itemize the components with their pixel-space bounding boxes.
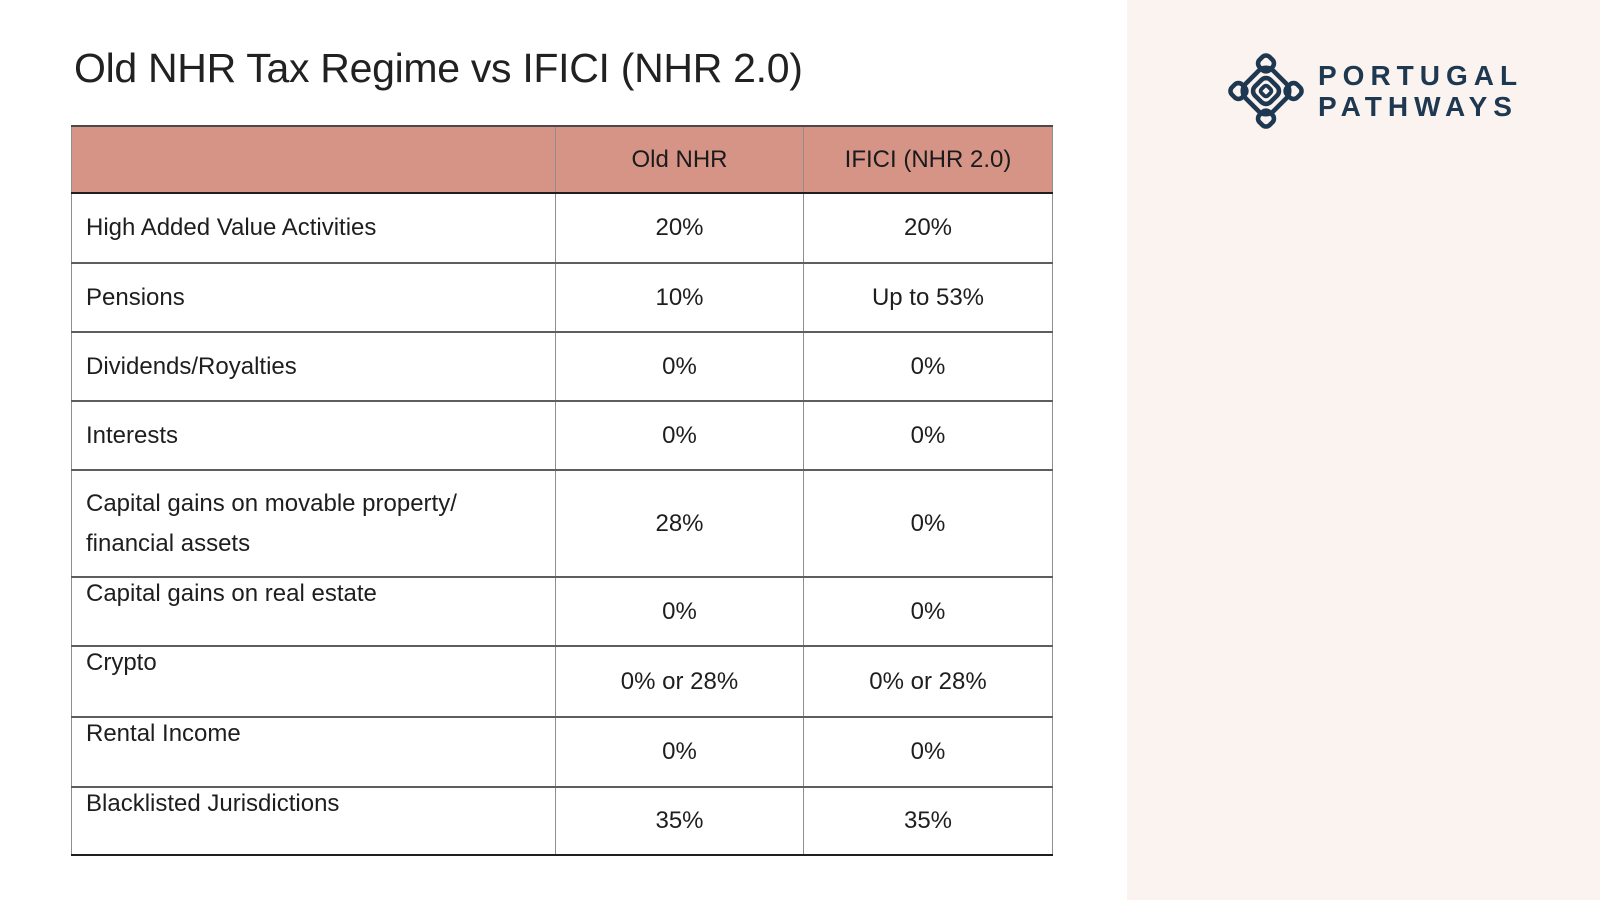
old-nhr-value: 20% [555, 192, 804, 263]
ifici-value: 35% [803, 786, 1053, 855]
table-row: Pensions 10% Up to 53% [71, 262, 1053, 332]
ifici-value: 0% [803, 331, 1053, 401]
column-header-old-nhr: Old NHR [555, 126, 804, 194]
side-panel: PORTUGAL PATHWAYS [1127, 0, 1600, 900]
table-header-row: Old NHR IFICI (NHR 2.0) [71, 126, 1053, 194]
table-row: Interests 0% 0% [71, 400, 1053, 470]
logo-word-portugal: PORTUGAL [1318, 60, 1524, 91]
row-label: Interests [71, 400, 556, 470]
old-nhr-value: 28% [555, 469, 804, 577]
row-label: Rental Income [71, 716, 556, 787]
ifici-value: 0% [803, 469, 1053, 577]
table-row: Rental Income 0% 0% [71, 716, 1053, 787]
logo-wordmark: PORTUGAL PATHWAYS [1318, 60, 1523, 122]
logo-word-pathways: PATHWAYS [1318, 91, 1518, 122]
ifici-value: 0% [803, 716, 1053, 787]
row-label: Dividends/Royalties [71, 331, 556, 401]
ifici-value: 0% or 28% [803, 645, 1053, 717]
row-label: Pensions [71, 262, 556, 332]
ifici-value: 0% [803, 400, 1053, 470]
ifici-value: 20% [803, 192, 1053, 263]
table-row: Blacklisted Jurisdictions 35% 35% [71, 786, 1053, 855]
table-row: High Added Value Activities 20% 20% [71, 192, 1053, 263]
tax-comparison-table: Old NHR IFICI (NHR 2.0) High Added Value… [71, 125, 1053, 856]
row-label: Capital gains on movable property/ finan… [71, 469, 556, 577]
old-nhr-value: 0% [555, 331, 804, 401]
old-nhr-value: 0% [555, 716, 804, 787]
row-label: Crypto [71, 645, 556, 717]
old-nhr-value: 10% [555, 262, 804, 332]
old-nhr-value: 35% [555, 786, 804, 855]
ifici-value: 0% [803, 576, 1053, 646]
old-nhr-value: 0% or 28% [555, 645, 804, 717]
ifici-value: Up to 53% [803, 262, 1053, 332]
table-row: Crypto 0% or 28% 0% or 28% [71, 645, 1053, 717]
table-row: Dividends/Royalties 0% 0% [71, 331, 1053, 401]
row-label: Capital gains on real estate [71, 576, 556, 646]
page-title: Old NHR Tax Regime vs IFICI (NHR 2.0) [74, 45, 803, 91]
table-row: Capital gains on movable property/ finan… [71, 469, 1053, 577]
column-header-ifici: IFICI (NHR 2.0) [803, 126, 1053, 194]
row-label-line2: financial assets [86, 529, 251, 557]
column-header-category [71, 126, 556, 194]
old-nhr-value: 0% [555, 400, 804, 470]
row-label: High Added Value Activities [71, 192, 556, 263]
old-nhr-value: 0% [555, 576, 804, 646]
row-label-line1: Capital gains on movable property/ [86, 489, 457, 517]
portugal-pathways-logo: PORTUGAL PATHWAYS [1227, 52, 1523, 130]
row-label: Blacklisted Jurisdictions [71, 786, 556, 855]
woven-diamond-icon [1227, 52, 1305, 130]
table-row: Capital gains on real estate 0% 0% [71, 576, 1053, 646]
